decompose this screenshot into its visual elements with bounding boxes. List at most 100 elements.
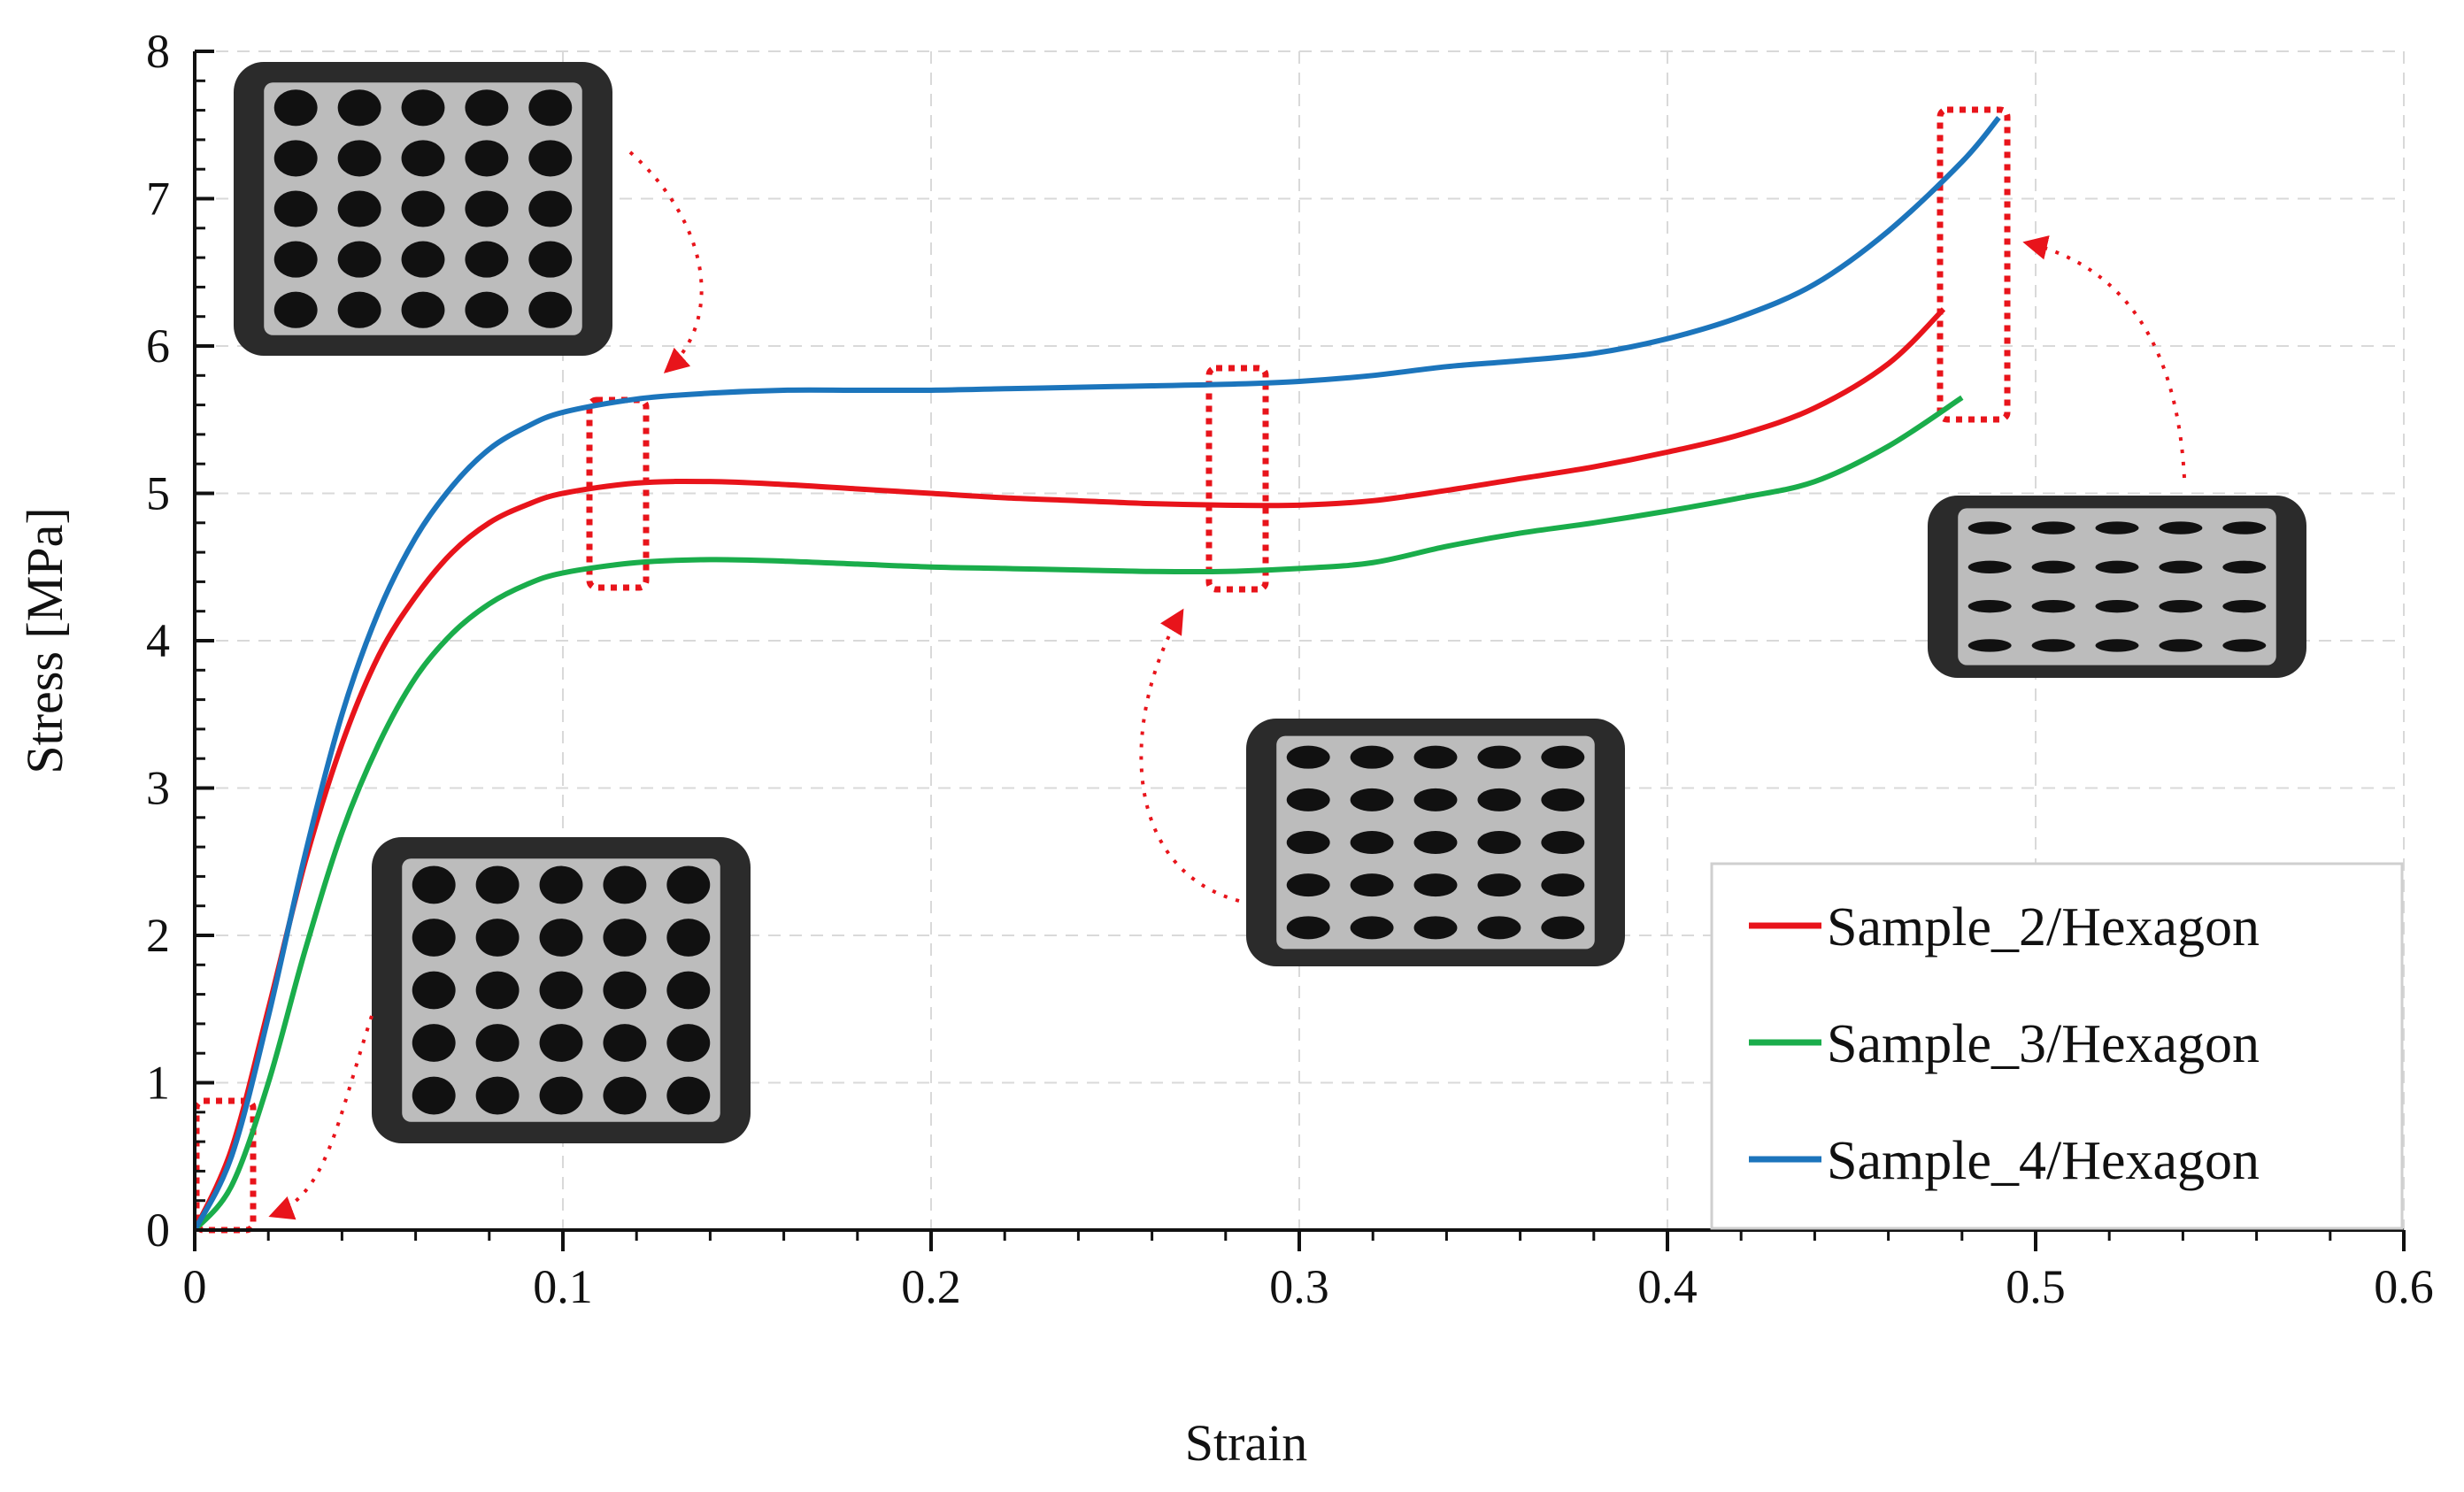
- lattice-cell: [412, 1024, 456, 1062]
- lattice-cell: [666, 865, 711, 904]
- lattice-cell: [666, 1076, 711, 1115]
- lattice-cell: [1350, 830, 1394, 855]
- lattice-cell: [412, 971, 456, 1010]
- y-tick-label: 0: [146, 1204, 170, 1257]
- lattice-cell: [528, 291, 573, 328]
- series-line-1: [195, 307, 1946, 1230]
- highlight-box-plateau: [1205, 365, 1269, 593]
- lattice-cell: [1413, 745, 1458, 769]
- lattice-cell: [1967, 521, 2012, 535]
- lattice-cell: [603, 971, 647, 1010]
- lattice-cell: [528, 241, 573, 278]
- inset-photo-right-lattice: [1958, 508, 2276, 665]
- x-tick-label: 0: [183, 1260, 207, 1313]
- lattice-cell: [1967, 639, 2012, 652]
- lattice-cell: [603, 1076, 647, 1115]
- arrow-to-yield: [628, 150, 704, 373]
- y-tick-label: 4: [146, 614, 170, 667]
- lattice-cell: [465, 190, 509, 227]
- lattice-inset-photos: [234, 62, 2306, 1143]
- lattice-cell: [2095, 521, 2139, 535]
- inset-photo-right: [1928, 496, 2306, 678]
- lattice-cell: [1477, 916, 1521, 940]
- lattice-cell: [1541, 916, 1585, 940]
- lattice-cell: [2031, 599, 2075, 613]
- x-tick-label: 0.3: [1269, 1260, 1329, 1313]
- legend: Sample_2/Hexagon Sample_3/Hexagon Sample_4…: [1710, 862, 2404, 1230]
- lattice-cell: [401, 140, 445, 177]
- series-line-3: [195, 116, 2001, 1230]
- lattice-cell: [528, 140, 573, 177]
- lattice-cell: [273, 89, 318, 127]
- lattice-cell: [666, 1024, 711, 1062]
- lattice-cell: [412, 1076, 456, 1115]
- x-tick-label: 0.6: [2374, 1260, 2434, 1313]
- lattice-cell: [465, 140, 509, 177]
- lattice-cell: [465, 89, 509, 127]
- x-tick-label: 0.1: [533, 1260, 593, 1313]
- x-tick-label: 0.4: [1637, 1260, 1698, 1313]
- lattice-cell: [1286, 745, 1330, 769]
- y-tick-label: 6: [146, 319, 170, 373]
- lattice-cell: [2159, 560, 2203, 574]
- lattice-cell: [1541, 745, 1585, 769]
- lattice-cell: [1477, 830, 1521, 855]
- lattice-cell: [401, 241, 445, 278]
- lattice-cell: [1541, 873, 1585, 897]
- lattice-cell: [337, 140, 381, 177]
- lattice-cell: [528, 89, 573, 127]
- lattice-cell: [401, 190, 445, 227]
- lattice-cell: [1413, 788, 1458, 811]
- lattice-cell: [603, 865, 647, 904]
- lattice-cell: [1413, 830, 1458, 855]
- series-lines: [195, 116, 2001, 1230]
- lattice-cell: [2031, 560, 2075, 574]
- lattice-cell: [1286, 830, 1330, 855]
- lattice-cell: [2095, 599, 2139, 613]
- arrow-to-plateau: [1139, 608, 1240, 903]
- lattice-cell: [475, 865, 520, 904]
- lattice-cell: [539, 919, 583, 957]
- lattice-cell: [2222, 639, 2267, 652]
- series-line-2: [195, 395, 1964, 1230]
- lattice-cell: [603, 1024, 647, 1062]
- lattice-cell: [2031, 521, 2075, 535]
- lattice-cell: [337, 291, 381, 328]
- lattice-cell: [412, 919, 456, 957]
- lattice-cell: [539, 865, 583, 904]
- y-tick-label: 3: [146, 762, 170, 815]
- lattice-cell: [539, 971, 583, 1010]
- lattice-cell: [2095, 560, 2139, 574]
- y-tick-label: 5: [146, 467, 170, 520]
- lattice-cell: [1350, 916, 1394, 940]
- lattice-cell: [1477, 745, 1521, 769]
- lattice-cell: [528, 190, 573, 227]
- y-tick-label: 1: [146, 1057, 170, 1110]
- lattice-cell: [273, 140, 318, 177]
- lattice-cell: [412, 865, 456, 904]
- lattice-cell: [273, 190, 318, 227]
- axes: [193, 50, 2406, 1251]
- lattice-cell: [1541, 788, 1585, 811]
- lattice-cell: [2222, 521, 2267, 535]
- lattice-cell: [1286, 788, 1330, 811]
- lattice-cell: [2095, 639, 2139, 652]
- lattice-cell: [273, 241, 318, 278]
- lattice-cell: [273, 291, 318, 328]
- y-axis-title: Stress [MPa]: [16, 507, 73, 773]
- lattice-cell: [475, 919, 520, 957]
- lattice-cell: [1350, 873, 1394, 897]
- lattice-cell: [2031, 639, 2075, 652]
- lattice-cell: [539, 1024, 583, 1062]
- lattice-cell: [401, 89, 445, 127]
- lattice-cell: [1541, 830, 1585, 855]
- lattice-cell: [337, 241, 381, 278]
- lattice-cell: [475, 1076, 520, 1115]
- lattice-cell: [2222, 560, 2267, 574]
- lattice-cell: [2159, 599, 2203, 613]
- legend-label-3: Sample_4/Hexagon: [1827, 1131, 2260, 1191]
- lattice-cell: [465, 241, 509, 278]
- lattice-cell: [401, 291, 445, 328]
- lattice-cell: [465, 291, 509, 328]
